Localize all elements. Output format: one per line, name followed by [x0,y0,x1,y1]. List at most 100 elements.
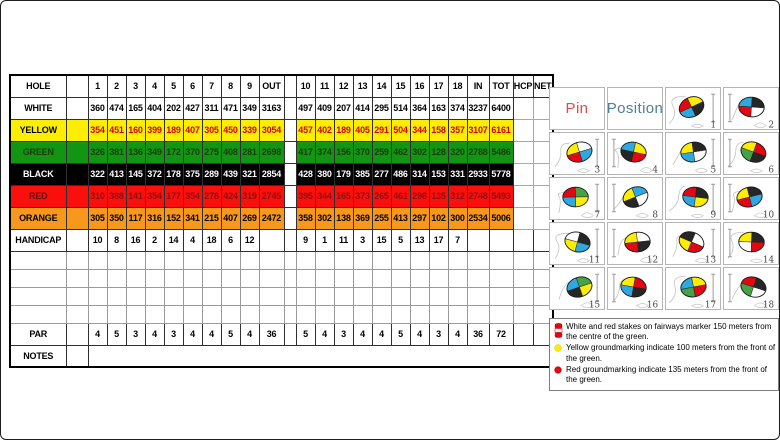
tee-spacer-yellow [65,118,89,142]
score-row-2-cell-17 [352,268,373,288]
red-hole-7: 278 [201,184,222,208]
red-hole-2: 388 [106,184,127,208]
black-total: 5778 [488,162,514,186]
tee-label-yellow: YELLOW [9,118,67,142]
green-diagram-2: 2 [727,93,774,129]
par-hole-2: 5 [106,322,127,346]
legend-text-stakes: White and red stakes on fairways marker … [566,322,772,342]
handicap-hole-16: 13 [409,228,430,252]
white-hole-14: 295 [371,96,392,120]
score-row-4-cell-4 [106,304,127,324]
hole-number-11: 11 [589,255,600,264]
score-row-4-cell-23 [466,304,490,324]
red-hole-13: 373 [352,184,373,208]
par-label: PAR [9,322,67,346]
handicap-hole-10: 9 [295,228,316,252]
tee-label-white: WHITE [9,96,67,120]
green-diagram-17: 17 [668,273,716,309]
tee-spacer-orange [65,206,89,230]
pin-cell-hole-2: 2 [723,87,779,130]
pin-cell-hole-5: 5 [665,132,721,175]
score-row-3-cell-17 [352,286,373,306]
orange-hole-12: 138 [333,206,354,230]
score-row-1-cell-10 [220,250,241,270]
score-row-2-cell-13 [283,268,297,288]
handicap-out [258,228,285,252]
score-row-2-cell-15 [314,268,335,288]
red-total: 5493 [488,184,514,208]
white-hole-9: 349 [239,96,260,120]
green-hole-8: 408 [220,140,241,164]
yellow-hole-7: 305 [201,118,222,142]
handicap-spacer [65,228,89,252]
header-hole-6: 6 [182,74,203,98]
score-row-3-cell-6 [144,286,165,306]
red-hole-4: 354 [144,184,165,208]
score-row-4-cell-18 [371,304,392,324]
par-in: 36 [466,322,490,346]
handicap-hole-7: 18 [201,228,222,252]
black-hole-2: 413 [106,162,127,186]
yellow-hole-5: 189 [163,118,184,142]
score-row-3-cell-9 [201,286,222,306]
green-diagram-18: 18 [727,273,774,309]
header-hole-10: 10 [295,74,316,98]
handicap-net [532,228,554,252]
red-hcp [512,184,534,208]
black-hole-17: 153 [428,162,449,186]
score-row-4-cell-14 [295,304,316,324]
pin-cell-hole-8: 8 [607,177,663,220]
score-row-2-cell-1 [9,268,67,288]
score-row-3-cell-16 [333,286,354,306]
par-hole-17: 3 [428,322,449,346]
hole-number-10: 10 [763,210,775,219]
white-out: 3163 [258,96,285,120]
handicap-hole-9: 12 [239,228,260,252]
pin-title-cell: Pin [549,87,605,130]
handicap-in [466,228,490,252]
scorecard-table: HOLE 1 2 3 4 5 6 7 8 9 OUT 10 11 12 13 14 15 16 17 18 IN TOT H… [9,74,554,368]
hole-number-2: 2 [768,120,774,129]
score-row-2-cell-24 [488,268,514,288]
hole-number-15: 15 [589,300,600,309]
score-row-4-cell-22 [447,304,468,324]
score-row-2-cell-9 [201,268,222,288]
score-row-3-cell-8 [182,286,203,306]
score-row-1-cell-25 [512,250,534,270]
pin-cell-hole-9: 9 [665,177,721,220]
green-diagram-1: 1 [668,93,716,129]
green-diagram-15: 15 [558,273,600,309]
score-row-1-cell-6 [144,250,165,270]
green-hole-12: 156 [333,140,354,164]
score-row-4-cell-15 [314,304,335,324]
handicap-gap [283,228,297,252]
score-row-1-cell-4 [106,250,127,270]
score-row-4-cell-1 [9,304,67,324]
score-row-1-cell-5 [125,250,146,270]
header-tot: TOT [488,74,514,98]
hole-number-13: 13 [705,255,716,264]
header-hole-17: 17 [428,74,449,98]
black-hole-18: 331 [447,162,468,186]
par-hole-5: 3 [163,322,184,346]
red-gap [283,184,297,208]
position-title-cell: Position [607,87,663,130]
score-row-1-cell-8 [182,250,203,270]
green-diagram-10: 10 [727,183,775,219]
score-row-4-cell-13 [283,304,297,324]
header-hole-13: 13 [352,74,373,98]
black-out: 2854 [258,162,285,186]
score-row-2-cell-2 [65,268,89,288]
handicap-hole-15: 5 [390,228,411,252]
header-hole-7: 7 [201,74,222,98]
orange-out: 2472 [258,206,285,230]
pin-cell-hole-18: 18 [723,267,779,310]
score-row-4-cell-6 [144,304,165,324]
header-hole-18: 18 [447,74,468,98]
handicap-hole-5: 14 [163,228,184,252]
green-total: 5486 [488,140,514,164]
header-hole-5: 5 [163,74,184,98]
yellow-hcp [512,118,534,142]
legend-item-red: Red groundmarking indicate 135 meters fr… [553,365,776,385]
tee-spacer-black [65,162,89,186]
